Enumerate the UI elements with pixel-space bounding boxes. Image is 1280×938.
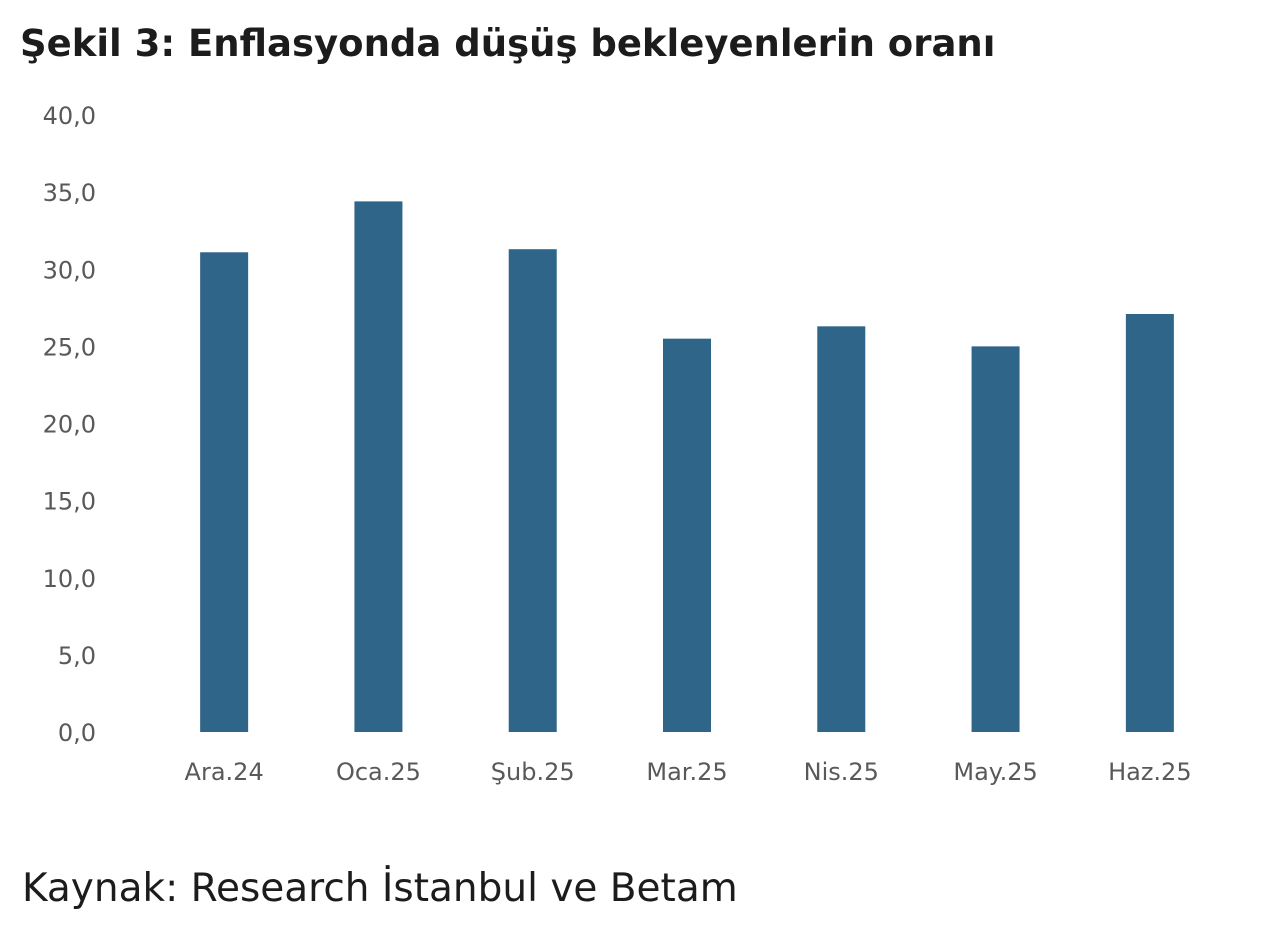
bars (200, 201, 1174, 732)
x-tick-label: Mar.25 (646, 758, 727, 786)
bar (817, 326, 866, 732)
y-tick-label: 0,0 (58, 719, 96, 747)
y-tick-label: 25,0 (43, 333, 96, 361)
x-tick-label: Nis.25 (804, 758, 879, 786)
bar (663, 338, 711, 732)
x-tick-label: Haz.25 (1108, 758, 1192, 786)
x-axis: Ara.24 Oca.25 Şub.25 Mar.25 Nis.25 May.25 Haz.… (185, 758, 1192, 786)
bar (200, 252, 249, 732)
x-tick-label: Oca.25 (336, 758, 421, 786)
bar (508, 249, 557, 732)
y-tick-label: 30,0 (43, 256, 96, 284)
y-tick-label: 10,0 (43, 565, 96, 593)
figure-title: Şekil 3: Enflasyonda düşüş bekleyenlerin… (20, 22, 996, 65)
y-tick-label: 20,0 (43, 411, 96, 439)
y-tick-label: 5,0 (58, 642, 96, 670)
bar (971, 346, 1020, 732)
x-tick-label: May.25 (953, 758, 1037, 786)
bar (1125, 313, 1174, 732)
y-tick-label: 15,0 (43, 488, 96, 516)
y-axis: 0,0 5,0 10,0 15,0 20,0 25,0 30,0 35,0 40,0 (43, 102, 96, 747)
bar (354, 201, 403, 732)
y-tick-label: 35,0 (43, 179, 96, 207)
x-tick-label: Ara.24 (185, 758, 264, 786)
x-tick-label: Şub.25 (491, 758, 575, 786)
y-tick-label: 40,0 (43, 102, 96, 130)
source-note: Kaynak: Research İstanbul ve Betam (22, 866, 738, 911)
